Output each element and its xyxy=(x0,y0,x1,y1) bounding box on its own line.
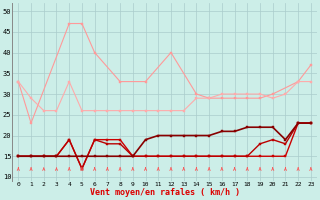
X-axis label: Vent moyen/en rafales ( km/h ): Vent moyen/en rafales ( km/h ) xyxy=(90,188,240,197)
